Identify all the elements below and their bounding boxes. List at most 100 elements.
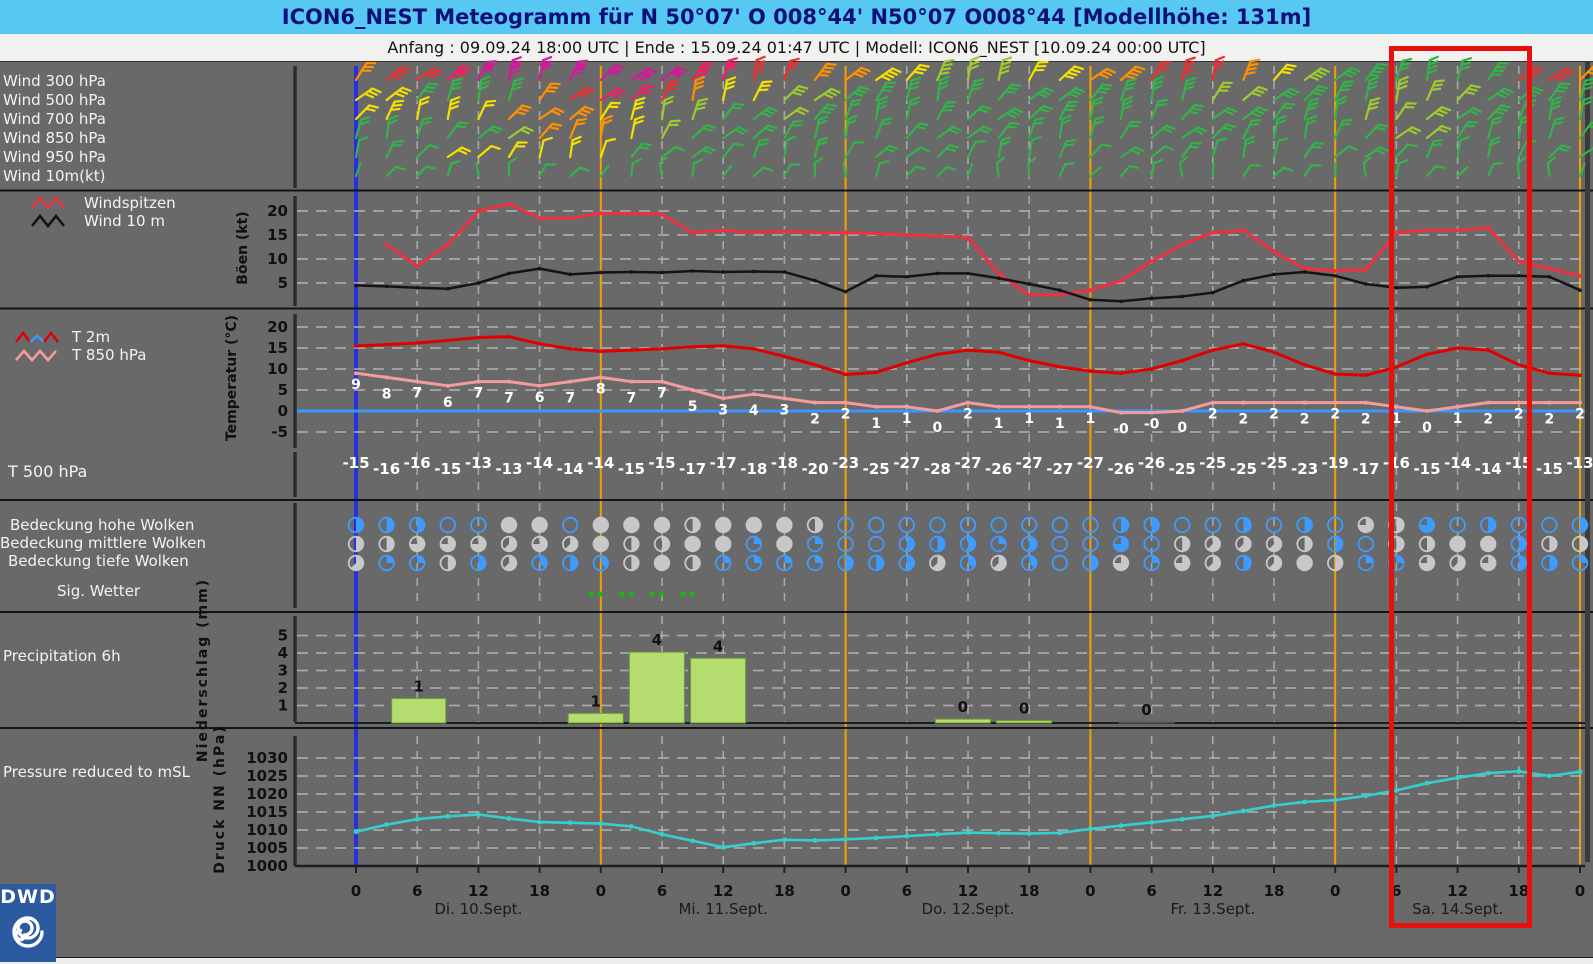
pressure-label: Pressure reduced to mSL bbox=[3, 763, 190, 781]
svg-text:7: 7 bbox=[412, 386, 422, 402]
svg-text:-23: -23 bbox=[832, 454, 859, 472]
cloud-high-label: Bedeckung hohe Wolken bbox=[10, 516, 195, 534]
sig-wetter-label: Sig. Wetter bbox=[57, 582, 141, 600]
legend-wind10m-label: Wind 10 m bbox=[84, 212, 165, 230]
svg-text:2: 2 bbox=[1545, 412, 1555, 428]
wind-row-label-500: Wind 500 hPa bbox=[3, 91, 106, 109]
time-axis: 0 6 12 18 0 6 12 18 0 6 12 18 0 6 12 18 0 6 12 18 0 Di. 10.Se… bbox=[351, 866, 1585, 918]
svg-text:-26: -26 bbox=[985, 460, 1012, 478]
svg-text:1: 1 bbox=[871, 416, 881, 432]
svg-text:0: 0 bbox=[596, 882, 606, 900]
date-label: Mi. 11.Sept. bbox=[678, 900, 767, 918]
temp-axis-label: Temperatur (°C) bbox=[224, 314, 240, 442]
svg-text:0: 0 bbox=[933, 420, 943, 436]
svg-text:3: 3 bbox=[278, 662, 288, 680]
svg-text:1: 1 bbox=[278, 697, 288, 715]
dwd-spiral-icon bbox=[12, 916, 44, 948]
svg-text:20: 20 bbox=[267, 202, 288, 220]
svg-text:2: 2 bbox=[1269, 407, 1279, 423]
title-bar: ICON6_NEST Meteogramm für N 50°07' O 008… bbox=[0, 0, 1593, 34]
svg-text:1: 1 bbox=[1024, 411, 1034, 427]
svg-text:7: 7 bbox=[474, 386, 484, 402]
t850-value-labels: 9 8 7 6 7 7 6 7 8 7 7 5 3 4 3 2 2 1 1 0 2 1 1 1 1 -0 -0 0 2 2 2 2 2 2 1 0 1 2… bbox=[351, 377, 1585, 437]
svg-text:1: 1 bbox=[902, 411, 912, 427]
wind10m-zigzag-icon bbox=[30, 213, 66, 229]
svg-text:1000: 1000 bbox=[246, 857, 288, 875]
svg-text:-13: -13 bbox=[495, 460, 522, 478]
svg-text:0: 0 bbox=[840, 882, 850, 900]
svg-text:2: 2 bbox=[1330, 407, 1340, 423]
svg-text:-16: -16 bbox=[1383, 454, 1410, 472]
svg-text:0: 0 bbox=[1141, 701, 1151, 719]
svg-text:12: 12 bbox=[1202, 882, 1223, 900]
t850-line bbox=[354, 371, 1582, 415]
t2m-zigzag-icon bbox=[14, 330, 60, 343]
svg-text:7: 7 bbox=[504, 391, 514, 407]
svg-text:-13: -13 bbox=[1566, 454, 1593, 472]
t500-value-row: -15 -16 -16 -15 -13 -13 -14 -14 -14 -15 -15 -17 -17-… bbox=[342, 454, 1593, 478]
pressure-axis-label: Druck NN (hPa) bbox=[212, 724, 228, 874]
legend-t2m: T 2m bbox=[14, 328, 110, 346]
legend-t2m-label: T 2m bbox=[72, 328, 111, 346]
svg-text:-25: -25 bbox=[1169, 460, 1196, 478]
sig-weather-dots bbox=[588, 591, 695, 597]
svg-text:-15: -15 bbox=[342, 454, 369, 472]
svg-text:0: 0 bbox=[1177, 420, 1187, 436]
gust-ticks: 20 15 10 5 bbox=[267, 202, 288, 292]
svg-text:6: 6 bbox=[657, 882, 667, 900]
svg-text:-15: -15 bbox=[1505, 454, 1532, 472]
legend-windspitzen: Windspitzen bbox=[30, 194, 176, 212]
svg-text:-27: -27 bbox=[1046, 460, 1073, 478]
svg-text:1: 1 bbox=[1392, 411, 1402, 427]
svg-text:-26: -26 bbox=[1107, 460, 1134, 478]
t500-label: T 500 hPa bbox=[8, 462, 88, 481]
horizontal-gridlines bbox=[297, 210, 1585, 849]
svg-text:-0: -0 bbox=[1144, 417, 1160, 433]
svg-text:-18: -18 bbox=[771, 454, 798, 472]
svg-text:15: 15 bbox=[267, 339, 288, 357]
svg-text:0: 0 bbox=[958, 698, 968, 716]
svg-text:0: 0 bbox=[278, 402, 288, 420]
svg-text:2: 2 bbox=[841, 407, 851, 423]
svg-text:-15: -15 bbox=[618, 460, 645, 478]
svg-text:5: 5 bbox=[278, 381, 288, 399]
precip-bars: 1 1 4 4 0 0 0 bbox=[391, 631, 1175, 724]
svg-text:-25: -25 bbox=[1230, 460, 1257, 478]
svg-text:18: 18 bbox=[1264, 882, 1285, 900]
cloud-middle-label: Bedeckung mittlere Wolken bbox=[0, 534, 207, 552]
svg-text:12: 12 bbox=[1447, 882, 1468, 900]
svg-text:2: 2 bbox=[1483, 412, 1493, 428]
page-title: ICON6_NEST Meteogramm für N 50°07' O 008… bbox=[281, 5, 1312, 29]
svg-text:10: 10 bbox=[267, 360, 288, 378]
svg-text:4: 4 bbox=[713, 637, 723, 655]
wind10m-line bbox=[354, 266, 1582, 304]
svg-text:1015: 1015 bbox=[246, 803, 288, 821]
svg-text:-16: -16 bbox=[373, 460, 400, 478]
svg-text:20: 20 bbox=[267, 318, 288, 336]
svg-text:18: 18 bbox=[529, 882, 550, 900]
precip-axis-label: Niederschlag (mm) bbox=[195, 577, 211, 763]
windspitzen-line bbox=[384, 201, 1582, 297]
svg-text:0: 0 bbox=[1422, 420, 1432, 436]
wind-row-label-950: Wind 950 hPa bbox=[3, 148, 106, 166]
svg-text:-25: -25 bbox=[1199, 454, 1226, 472]
legend-windspitzen-label: Windspitzen bbox=[84, 194, 176, 212]
svg-text:-20: -20 bbox=[801, 460, 828, 478]
svg-text:2: 2 bbox=[1361, 412, 1371, 428]
svg-text:9: 9 bbox=[351, 377, 361, 393]
wind-row-label-850: Wind 850 hPa bbox=[3, 129, 106, 147]
svg-text:8: 8 bbox=[382, 386, 392, 402]
svg-text:6: 6 bbox=[902, 882, 912, 900]
svg-text:2: 2 bbox=[1514, 407, 1524, 423]
svg-text:1: 1 bbox=[590, 692, 600, 710]
t2m-line bbox=[354, 334, 1582, 378]
svg-text:18: 18 bbox=[1508, 882, 1529, 900]
svg-text:18: 18 bbox=[1019, 882, 1040, 900]
svg-text:2: 2 bbox=[1300, 412, 1310, 428]
wind-barbs bbox=[354, 55, 1593, 178]
svg-text:-16: -16 bbox=[404, 454, 431, 472]
svg-text:0: 0 bbox=[1085, 882, 1095, 900]
svg-text:12: 12 bbox=[713, 882, 734, 900]
pressure-line bbox=[353, 768, 1583, 850]
svg-text:7: 7 bbox=[657, 386, 667, 402]
